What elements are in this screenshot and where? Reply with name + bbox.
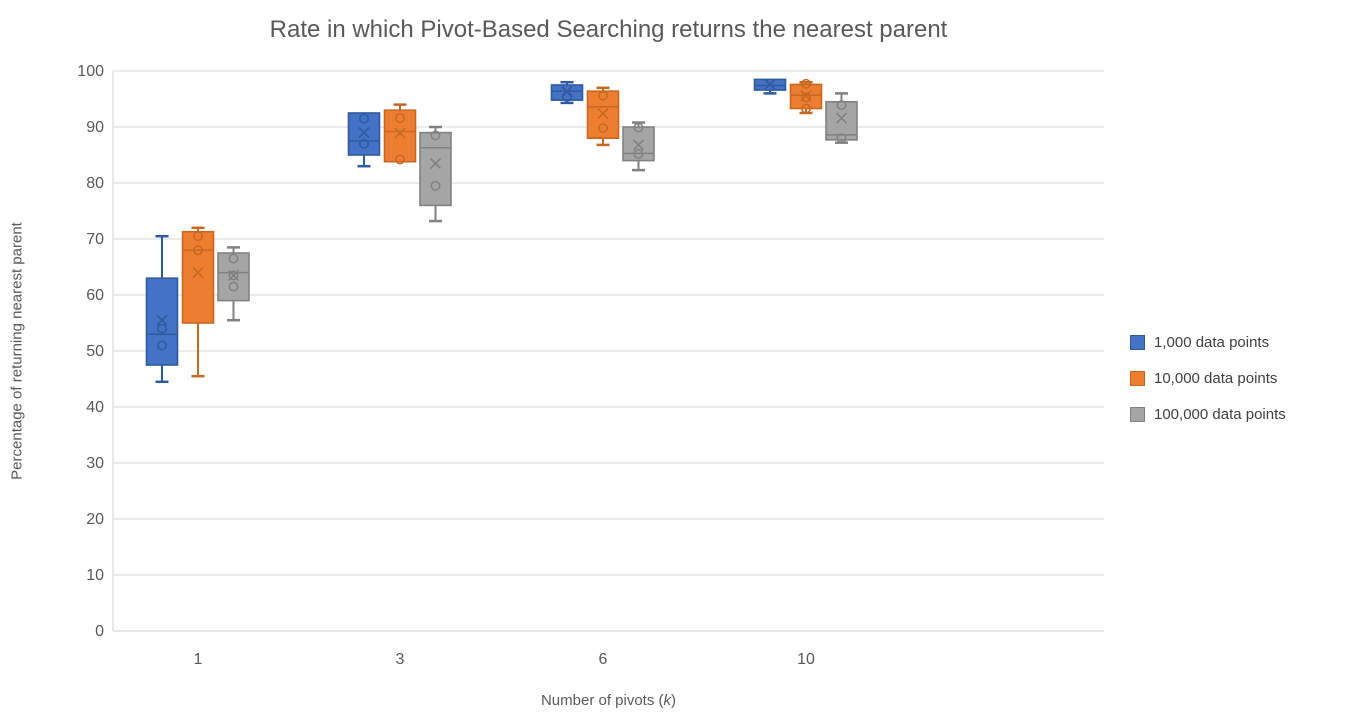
data-point-marker (359, 113, 369, 124)
box-10-000-data-points-k6[interactable] (586, 86, 620, 147)
legend-label: 100,000 data points (1154, 406, 1286, 423)
mean-marker (597, 107, 609, 120)
legend: 1,000 data points 10,000 data points 100,0… (1130, 334, 1286, 442)
legend-swatch-icon (1130, 407, 1145, 422)
data-point-marker (430, 180, 441, 191)
box-1-000-data-points-k1[interactable] (145, 234, 179, 384)
box-rect (217, 252, 250, 302)
chart-title: Rate in which Pivot-Based Searching retu… (269, 16, 948, 43)
box-1-000-data-points-k10[interactable] (753, 78, 787, 95)
box-rect (145, 277, 179, 366)
data-point-marker (228, 281, 239, 292)
x-category-label: 6 (599, 651, 608, 668)
x-category-label: 10 (797, 651, 815, 668)
mean-marker (156, 314, 168, 326)
box-100-000-data-points-k6[interactable] (622, 121, 655, 172)
data-point-marker (359, 138, 369, 149)
legend-swatch-icon (1130, 371, 1145, 386)
y-tick-label: 90 (86, 119, 104, 136)
data-point-marker (801, 103, 811, 114)
data-point-marker (801, 78, 811, 89)
box-rect (419, 131, 452, 207)
box-100-000-data-points-k10[interactable] (825, 92, 858, 144)
x-axis-title: Number of pivots (k) (113, 692, 1104, 709)
y-tick-label: 60 (86, 287, 104, 304)
data-point-marker (430, 130, 441, 141)
box-1-000-data-points-k6[interactable] (550, 80, 584, 105)
y-tick-label: 40 (86, 399, 104, 416)
legend-item-2[interactable]: 10,000 data points (1130, 370, 1286, 387)
data-point-marker (633, 122, 644, 133)
mean-marker (358, 127, 370, 139)
data-point-marker (598, 90, 608, 101)
data-point-marker (157, 323, 167, 334)
box-10-000-data-points-k3[interactable] (383, 103, 417, 165)
x-category-label: 1 (194, 651, 203, 668)
data-point-marker (633, 148, 644, 159)
legend-item-3[interactable]: 100,000 data points (1130, 406, 1286, 423)
x-axis-title-suffix: ) (671, 692, 677, 709)
y-tick-label: 30 (86, 455, 104, 472)
y-tick-label: 100 (77, 63, 104, 80)
box-100-000-data-points-k1[interactable] (217, 246, 250, 322)
mean-marker (394, 127, 406, 139)
box-10-000-data-points-k10[interactable] (789, 78, 823, 115)
data-point-marker (228, 270, 239, 281)
data-point-marker (193, 245, 203, 256)
mean-marker (835, 112, 848, 124)
box-100-000-data-points-k3[interactable] (419, 125, 452, 223)
data-point-marker (395, 154, 405, 165)
mean-marker (192, 267, 204, 279)
x-axis-title-variable: k (663, 692, 672, 709)
legend-label: 10,000 data points (1154, 370, 1278, 387)
x-category-label: 3 (396, 651, 405, 668)
y-tick-label: 50 (86, 343, 104, 360)
x-axis-title-prefix: Number of pivots ( (540, 692, 664, 709)
data-point-marker (562, 91, 572, 102)
box-1-000-data-points-k3[interactable] (347, 112, 381, 168)
y-tick-label: 80 (86, 175, 104, 192)
mean-marker (429, 157, 442, 169)
y-tick-label: 70 (86, 231, 104, 248)
legend-swatch-icon (1130, 335, 1145, 350)
box-10-000-data-points-k1[interactable] (181, 226, 215, 378)
data-point-marker (193, 231, 203, 242)
mean-marker (632, 139, 645, 151)
y-tick-label: 0 (95, 623, 104, 640)
legend-item-1[interactable]: 1,000 data points (1130, 334, 1286, 351)
data-point-marker (228, 253, 239, 264)
data-point-marker (157, 340, 167, 351)
data-point-marker (836, 100, 847, 111)
legend-label: 1,000 data points (1154, 334, 1270, 351)
mean-marker (764, 78, 776, 91)
data-point-marker (801, 92, 811, 103)
y-tick-label: 20 (86, 511, 104, 528)
data-point-marker (598, 123, 608, 134)
y-tick-label: 10 (86, 567, 104, 584)
data-point-marker (395, 113, 405, 123)
box-rect (383, 109, 417, 163)
data-point-marker (836, 133, 847, 144)
